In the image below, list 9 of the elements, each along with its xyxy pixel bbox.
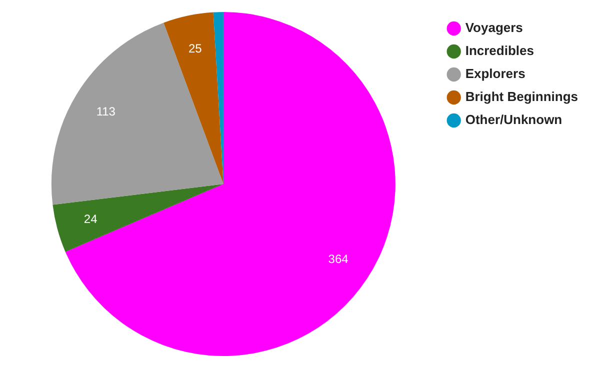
legend-label: Bright Beginnings <box>465 89 578 104</box>
data-label: 25 <box>188 42 202 56</box>
legend-label: Explorers <box>465 66 526 82</box>
data-label: 24 <box>84 212 98 226</box>
legend-label: Voyagers <box>465 20 523 36</box>
data-label: 113 <box>96 104 116 119</box>
legend-label: Incredibles <box>465 43 534 58</box>
legend-label: Other/Unknown <box>465 112 562 128</box>
data-label: 364 <box>328 252 349 266</box>
